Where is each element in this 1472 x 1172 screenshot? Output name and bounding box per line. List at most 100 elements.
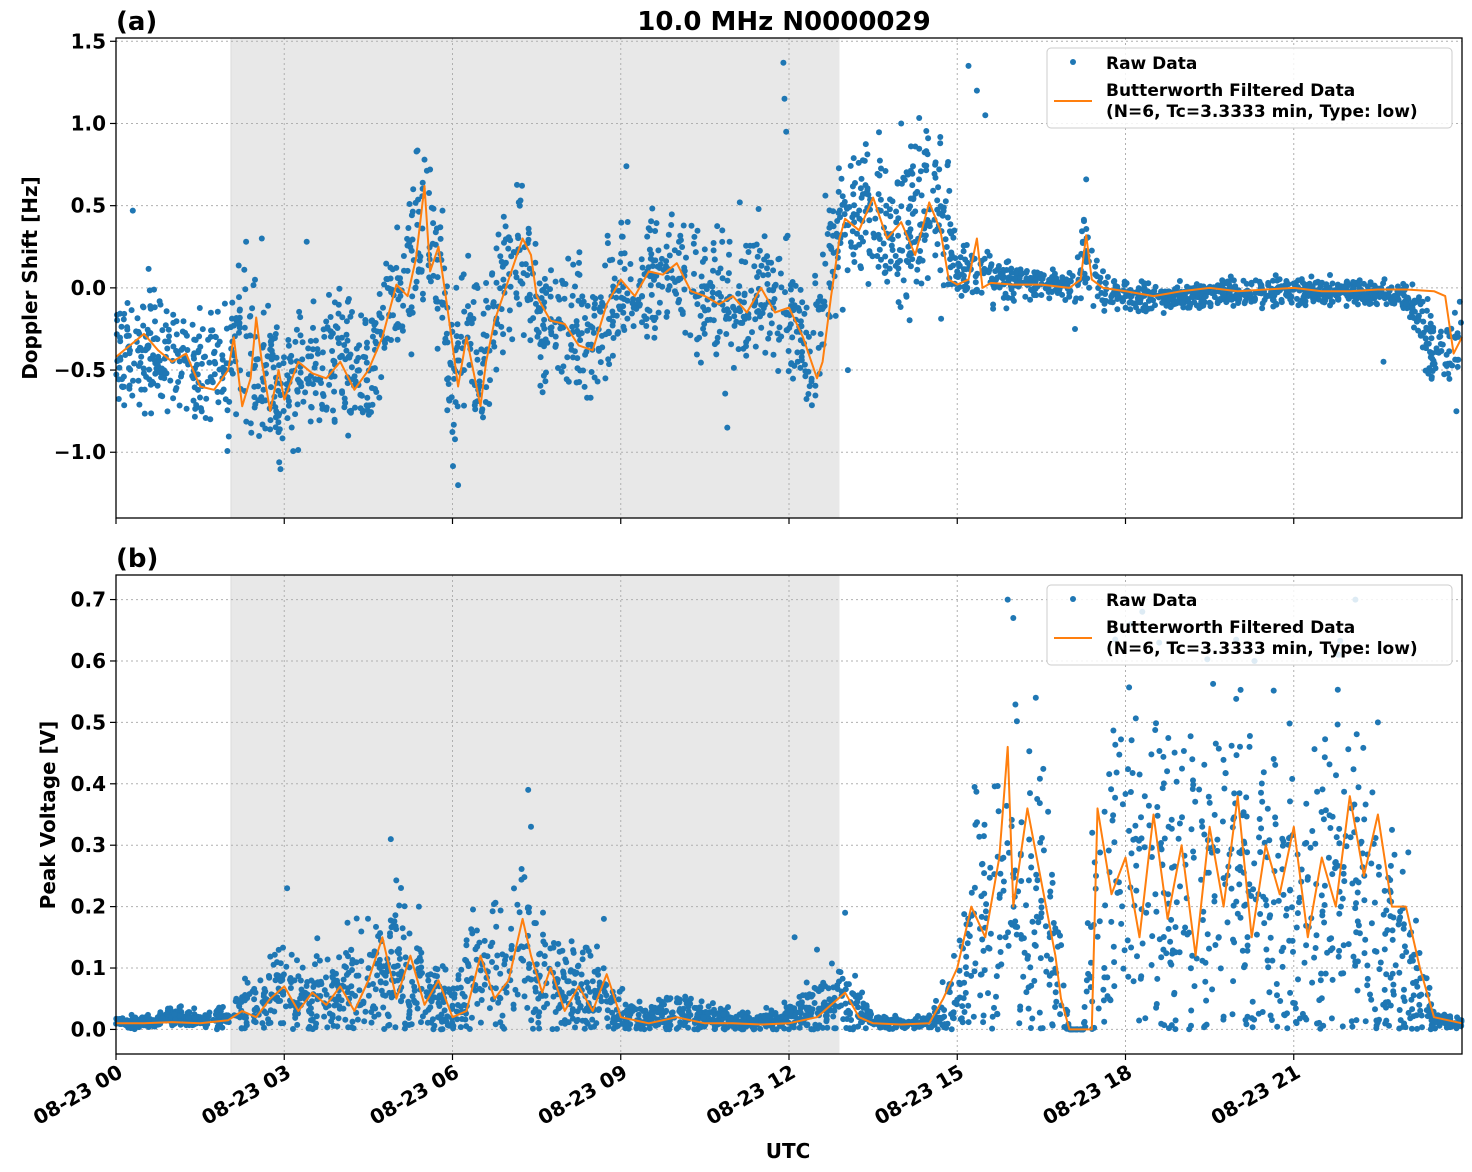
raw-data-point: [1190, 777, 1196, 784]
raw-data-point: [432, 229, 439, 236]
raw-data-point: [455, 976, 462, 983]
raw-data-point: [478, 408, 485, 415]
raw-data-point: [928, 1024, 935, 1031]
raw-data-point: [1202, 293, 1209, 300]
raw-data-point: [1354, 301, 1361, 308]
raw-data-point: [1167, 304, 1174, 311]
raw-data-point: [1341, 788, 1348, 795]
raw-data-point: [572, 283, 578, 290]
raw-data-point: [117, 338, 124, 345]
filtered-data-line: [115, 184, 1463, 413]
raw-data-point: [987, 930, 994, 937]
raw-data-point: [492, 985, 499, 992]
raw-data-point: [547, 293, 554, 300]
raw-data-point: [646, 307, 653, 314]
raw-data-point: [398, 997, 405, 1004]
raw-data-point: [1211, 893, 1218, 900]
raw-data-point: [349, 960, 356, 967]
raw-data-point: [347, 313, 354, 320]
raw-data-point: [1060, 982, 1067, 989]
raw-data-point: [592, 295, 599, 302]
raw-data-point: [1382, 999, 1389, 1006]
raw-data-point: [840, 1016, 847, 1023]
raw-data-point: [693, 351, 700, 358]
raw-data-point: [425, 977, 432, 984]
raw-data-point: [782, 289, 788, 296]
raw-data-point: [627, 261, 634, 267]
raw-data-point: [1161, 835, 1168, 842]
raw-data-point: [140, 365, 147, 372]
raw-data-point: [275, 429, 282, 436]
raw-data-point: [1059, 274, 1066, 281]
raw-data-point: [784, 232, 791, 239]
raw-data-point: [1321, 902, 1328, 908]
raw-data-point: [1413, 978, 1420, 985]
raw-data-point: [1251, 1016, 1258, 1023]
raw-data-point: [1037, 839, 1044, 846]
raw-data-point: [1348, 1018, 1355, 1025]
raw-data-point: [938, 315, 945, 322]
raw-data-point: [1016, 1020, 1023, 1027]
raw-data-point: [405, 1014, 412, 1021]
raw-data-point: [1354, 958, 1361, 965]
raw-data-point: [1317, 280, 1324, 287]
raw-data-point: [941, 1007, 948, 1013]
raw-data-point: [1139, 940, 1146, 947]
raw-data-point: [989, 1013, 996, 1020]
raw-data-point: [1004, 840, 1011, 847]
raw-data-point: [342, 1016, 349, 1023]
raw-data-point: [1354, 987, 1361, 994]
raw-data-point: [616, 303, 622, 310]
raw-data-point: [497, 907, 504, 914]
raw-data-point: [974, 819, 980, 826]
raw-data-point: [405, 225, 412, 231]
raw-data-point: [1228, 885, 1235, 892]
raw-data-point: [518, 943, 525, 950]
raw-data-point: [736, 199, 743, 206]
raw-data-point: [882, 262, 889, 269]
raw-data-point: [628, 310, 635, 317]
raw-data-point: [206, 1009, 213, 1016]
raw-data-point: [1094, 933, 1101, 940]
raw-data-point: [1252, 296, 1258, 303]
raw-data-point: [370, 981, 376, 987]
raw-data-point: [478, 997, 485, 1003]
raw-data-point: [527, 296, 534, 303]
raw-data-point: [1101, 307, 1108, 314]
raw-data-point: [724, 277, 731, 284]
raw-data-point: [352, 378, 359, 385]
raw-data-point: [838, 175, 845, 182]
raw-data-point: [252, 1019, 259, 1026]
raw-data-point: [410, 186, 417, 193]
raw-data-point: [649, 263, 656, 269]
raw-data-point: [1400, 994, 1407, 1001]
raw-data-point: [353, 345, 360, 352]
raw-data-point: [511, 885, 517, 892]
legend: Raw Data Butterworth Filtered Data (N=6,…: [1046, 47, 1453, 129]
raw-data-point: [796, 307, 803, 314]
raw-data-point: [1189, 952, 1196, 959]
raw-data-point: [776, 255, 783, 262]
raw-data-point: [288, 951, 295, 958]
raw-data-point: [267, 346, 274, 353]
raw-data-point: [1224, 919, 1231, 926]
raw-data-point: [777, 270, 784, 277]
raw-data-point: [1146, 305, 1152, 312]
raw-data-point: [903, 293, 910, 300]
raw-data-point: [373, 340, 380, 347]
raw-data-point: [875, 263, 882, 270]
raw-data-point: [415, 266, 422, 273]
raw-data-point: [850, 191, 857, 198]
raw-data-point: [1289, 904, 1295, 911]
raw-data-point: [813, 301, 820, 308]
raw-data-point: [510, 249, 517, 255]
peak-voltage-panel: 0.00.10.20.30.40.50.60.7 08-23 00 08-23 0…: [29, 544, 1465, 1130]
raw-data-point: [651, 334, 658, 341]
raw-data-point: [1202, 978, 1209, 985]
raw-data-point: [265, 353, 272, 360]
raw-data-point: [899, 247, 906, 254]
raw-data-point: [1400, 305, 1407, 311]
raw-data-point: [436, 992, 443, 999]
raw-data-point: [336, 954, 343, 961]
raw-data-point: [1006, 274, 1013, 281]
